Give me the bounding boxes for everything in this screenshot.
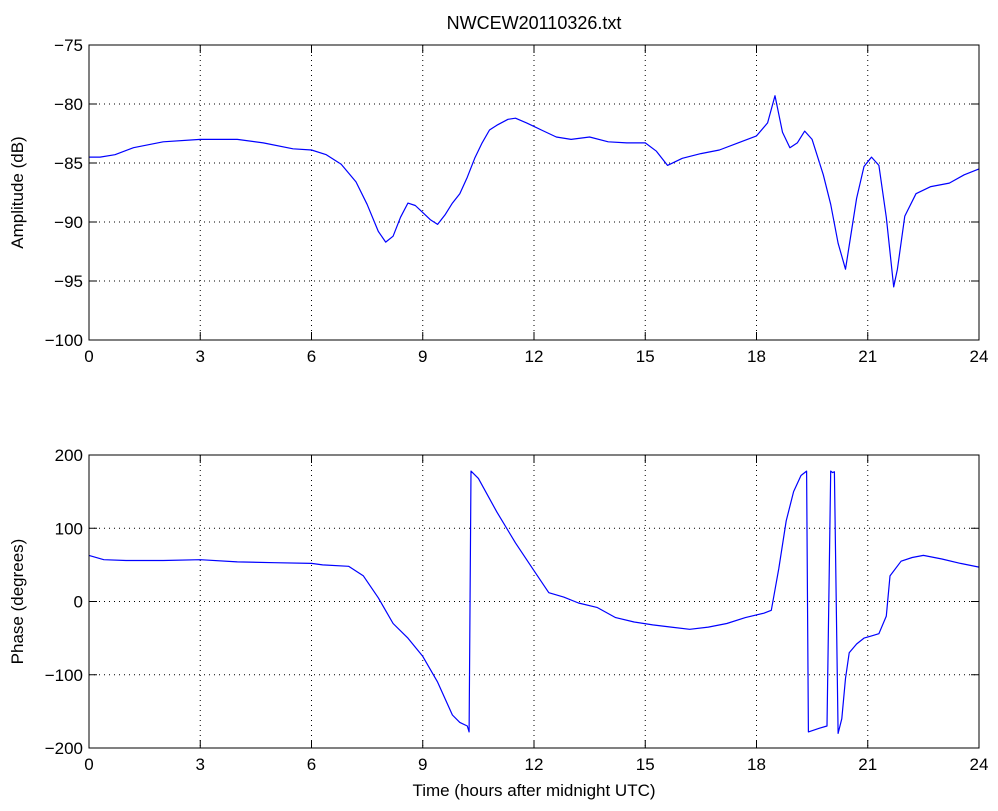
phase-y-tick-label: −200	[45, 739, 83, 758]
phase-x-tick-label: 0	[84, 755, 93, 774]
amplitude-series-line	[89, 95, 980, 288]
amplitude-x-tick-label: 6	[307, 347, 316, 366]
amplitude-series	[89, 95, 980, 288]
amplitude-y-tick-label: −85	[54, 154, 83, 173]
phase-series	[88, 470, 980, 735]
phase-x-tick-label: 24	[970, 755, 989, 774]
amplitude-x-tick-labels: 0 3 6 9 12 15 18 21 24	[84, 347, 988, 366]
phase-y-tick-labels: 200 100 0 −100 −200	[45, 446, 83, 758]
amplitude-y-tick-label: −75	[54, 36, 83, 55]
phase-x-tick-label: 21	[858, 755, 877, 774]
phase-x-tick-label: 12	[525, 755, 544, 774]
phase-x-tick-label: 3	[196, 755, 205, 774]
amplitude-y-tick-label: −95	[54, 272, 83, 291]
amplitude-grid	[89, 45, 979, 340]
phase-y-tick-label: 100	[55, 519, 83, 538]
amplitude-chart-title: NWCEW20110326.txt	[447, 13, 622, 33]
amplitude-y-axis-label: Amplitude (dB)	[8, 136, 27, 248]
amplitude-x-tick-label: 0	[84, 347, 93, 366]
phase-panel: 0 3 6 9 12 15 18 21 24 200 100 0 −100 −200 Phase (de…	[8, 446, 988, 800]
phase-y-tick-label: 200	[55, 446, 83, 465]
phase-x-tick-label: 6	[307, 755, 316, 774]
amplitude-y-tick-labels: −75 −80 −85 −90 −95 −100	[45, 36, 83, 350]
phase-x-axis-label: Time (hours after midnight UTC)	[412, 781, 655, 800]
phase-x-tick-label: 18	[747, 755, 766, 774]
phase-y-tick-label: 0	[74, 593, 83, 612]
phase-y-axis-label: Phase (degrees)	[8, 539, 27, 665]
amplitude-x-tick-label: 18	[747, 347, 766, 366]
amplitude-x-tick-label: 3	[196, 347, 205, 366]
amplitude-x-tick-label: 12	[525, 347, 544, 366]
amplitude-y-tick-label: −90	[54, 213, 83, 232]
amplitude-x-tick-label: 15	[636, 347, 655, 366]
phase-grid	[89, 455, 979, 748]
amplitude-x-tick-label: 9	[418, 347, 427, 366]
amplitude-x-tick-label: 24	[970, 347, 989, 366]
phase-x-tick-labels: 0 3 6 9 12 15 18 21 24	[84, 755, 988, 774]
phase-y-tick-label: −100	[45, 666, 83, 685]
amplitude-y-tick-label: −80	[54, 95, 83, 114]
phase-x-tick-label: 15	[636, 755, 655, 774]
amplitude-y-tick-label: −100	[45, 331, 83, 350]
amplitude-panel: 0 3 6 9 12 15 18 21 24 −75 −80 −85 −90 −95 −100 NWCEW…	[8, 13, 988, 366]
phase-x-tick-label: 9	[418, 755, 427, 774]
amplitude-x-tick-label: 21	[858, 347, 877, 366]
phase-series-line	[88, 470, 980, 735]
